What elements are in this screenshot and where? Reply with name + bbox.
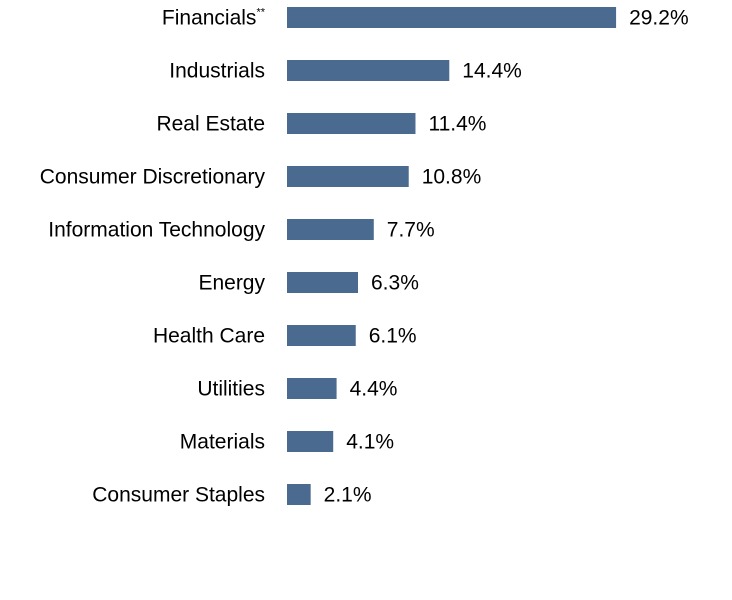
category-label-text: Financials — [162, 7, 257, 30]
bar — [287, 219, 374, 240]
category-label-text: Materials — [180, 431, 265, 454]
value-label: 6.1% — [369, 325, 417, 348]
value-label: 29.2% — [629, 7, 689, 30]
bar — [287, 7, 617, 28]
category-label-text: Health Care — [153, 325, 265, 348]
value-label: 10.8% — [422, 166, 482, 189]
category-label-text: Energy — [198, 272, 265, 295]
bar — [287, 113, 416, 134]
category-label: Real Estate — [156, 113, 265, 136]
value-label: 14.4% — [462, 60, 522, 83]
value-label: 4.4% — [350, 378, 398, 401]
category-label: Utilities — [197, 378, 265, 401]
bar — [287, 272, 359, 293]
footnote-marker: ** — [256, 7, 265, 19]
category-label-text: Information Technology — [48, 219, 265, 242]
category-label: Financials** — [162, 7, 266, 30]
bar — [287, 325, 356, 346]
bar — [287, 60, 450, 81]
category-label-text: Consumer Staples — [92, 484, 265, 507]
category-label-text: Utilities — [197, 378, 265, 401]
category-label: Consumer Staples — [92, 484, 265, 507]
bar — [287, 166, 409, 187]
value-label: 11.4% — [428, 113, 486, 136]
value-label: 2.1% — [324, 484, 372, 507]
category-label-text: Consumer Discretionary — [40, 166, 266, 189]
category-label: Industrials — [169, 60, 265, 83]
value-label: 6.3% — [371, 272, 419, 295]
bar — [287, 431, 334, 452]
category-label: Energy — [198, 272, 265, 295]
value-label: 7.7% — [387, 219, 435, 242]
category-label-text: Industrials — [169, 60, 265, 83]
category-label: Information Technology — [48, 219, 265, 242]
category-label-text: Real Estate — [156, 113, 265, 136]
bar — [287, 484, 311, 505]
category-label: Materials — [180, 431, 265, 454]
value-label: 4.1% — [346, 431, 394, 454]
bar — [287, 378, 337, 399]
category-label: Health Care — [153, 325, 265, 348]
category-label: Consumer Discretionary — [40, 166, 266, 189]
